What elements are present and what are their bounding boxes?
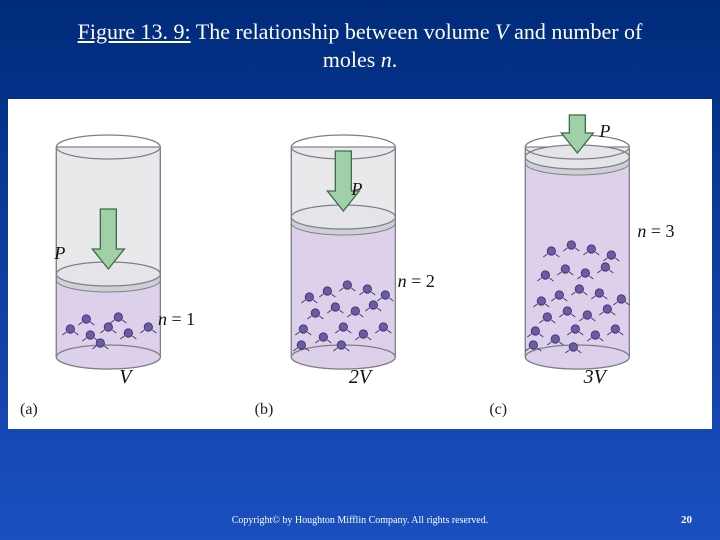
panel-letter: (b) xyxy=(255,401,274,419)
title-rest-1: The relationship between volume xyxy=(191,19,495,44)
panel-b: P 2V n = 2 (b) xyxy=(243,99,478,429)
panel-a: P Vn = 1 (a) xyxy=(8,99,243,429)
copyright-footer: Copyright© by Houghton Mifflin Company. … xyxy=(0,515,720,526)
svg-text:P: P xyxy=(599,121,611,141)
page-number: 20 xyxy=(681,514,692,526)
volume-label: 3V xyxy=(584,366,606,389)
svg-text:P: P xyxy=(350,179,362,199)
volume-label: V xyxy=(119,366,131,389)
title-n: n xyxy=(381,47,392,72)
moles-label: n = 3 xyxy=(637,221,674,242)
volume-label: 2V xyxy=(349,366,371,389)
figure-area: P Vn = 1 (a) P 2V n = 2 (b) P 3V n = 3 (c) xyxy=(8,99,712,429)
panel-letter: (a) xyxy=(20,401,38,419)
moles-label: n = 1 xyxy=(158,309,195,330)
panel-letter: (c) xyxy=(489,401,507,419)
panel-c: P 3V n = 3 (c) xyxy=(477,99,712,429)
svg-text:P: P xyxy=(53,243,65,263)
panel-row: P Vn = 1 (a) P 2V n = 2 (b) P 3V n = 3 (c) xyxy=(8,99,712,429)
title-V: V xyxy=(495,19,508,44)
title-prefix: Figure 13. 9: xyxy=(78,19,191,44)
moles-label: n = 2 xyxy=(398,271,435,292)
figure-title: Figure 13. 9: The relationship between v… xyxy=(0,0,720,81)
title-period: . xyxy=(392,47,398,72)
